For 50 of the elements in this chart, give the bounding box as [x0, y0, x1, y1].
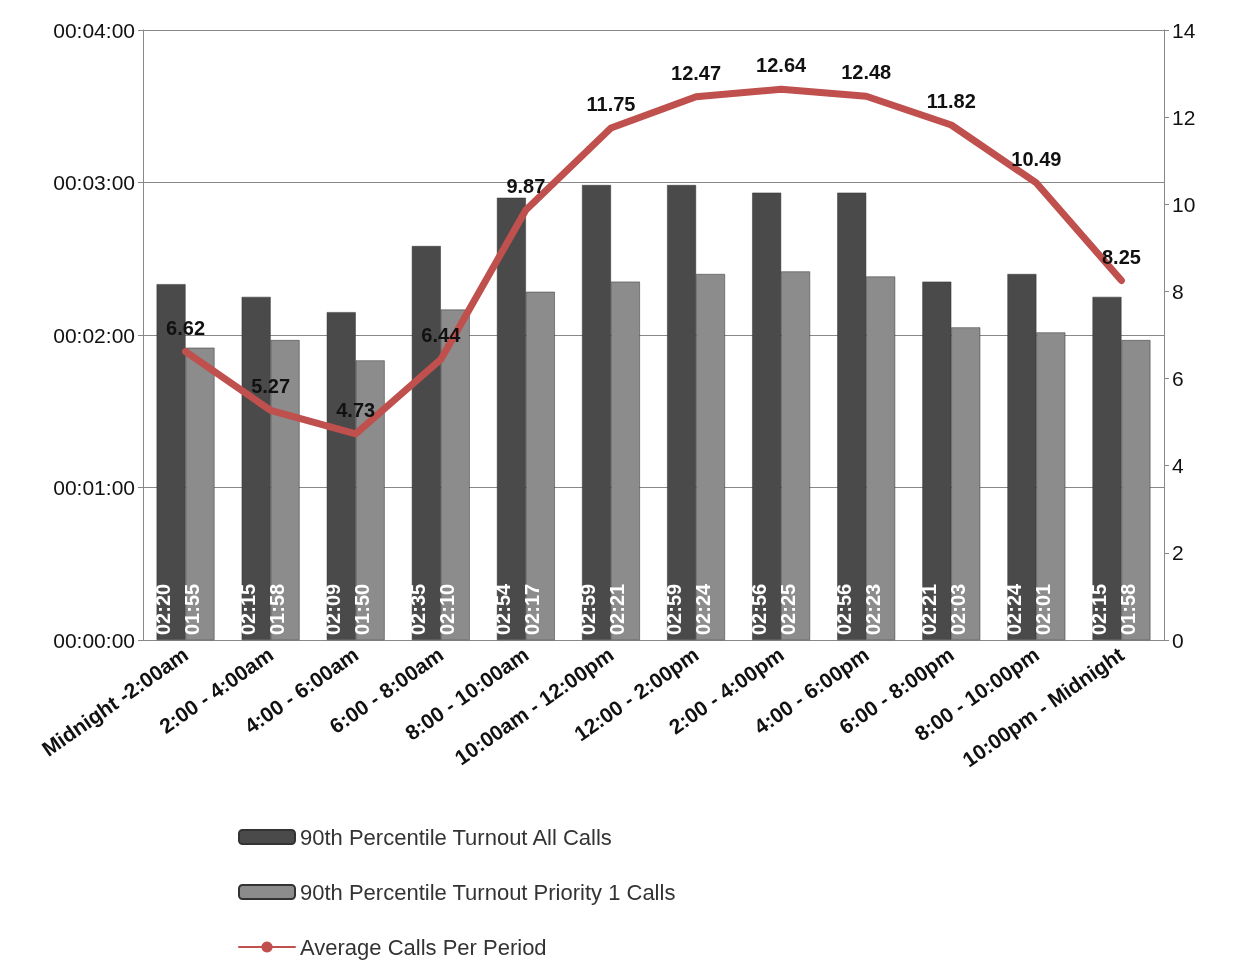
data-label: 01:50 [351, 583, 374, 635]
y2-tick-label: 4 [1172, 454, 1184, 478]
y2-tick-label: 6 [1172, 367, 1184, 391]
data-label: 02:20 [152, 583, 175, 635]
y-tick-label: 00:01:00 [53, 476, 135, 499]
legend-label: Average Calls Per Period [300, 934, 547, 960]
y2-tick-label: 2 [1172, 541, 1184, 565]
y-tick-label: 00:03:00 [53, 171, 135, 194]
data-label: 6.62 [166, 316, 206, 339]
data-label: 11.75 [586, 93, 636, 116]
data-label: 01:58 [266, 583, 289, 635]
data-label: 02:03 [946, 583, 969, 635]
y2-tick-label: 0 [1172, 628, 1184, 652]
data-label: 9.87 [506, 174, 546, 197]
data-label: 02:35 [407, 583, 430, 635]
y-tick-label: 00:04:00 [53, 18, 135, 42]
y2-tick-label: 12 [1172, 105, 1196, 129]
data-label: 02:21 [917, 583, 940, 635]
data-label: 02:15 [237, 583, 260, 635]
data-label: 02:23 [861, 583, 884, 635]
data-label: 12.47 [671, 61, 722, 84]
data-label: 02:56 [747, 583, 770, 635]
data-label: 12.64 [756, 54, 808, 77]
data-label: 02:25 [776, 583, 799, 635]
data-label: 5.27 [251, 375, 291, 398]
data-label: 02:10 [436, 583, 459, 635]
data-label: 01:55 [181, 583, 204, 635]
data-label: 10.49 [1011, 147, 1062, 170]
data-label: 12.48 [841, 61, 892, 84]
data-label: 02:21 [606, 583, 629, 635]
data-label: 02:01 [1031, 583, 1054, 635]
data-label: 02:54 [492, 582, 515, 635]
data-label: 02:24 [691, 582, 714, 635]
data-label: 02:17 [521, 583, 544, 635]
y2-tick-label: 8 [1172, 279, 1184, 303]
y2-tick-label: 10 [1172, 192, 1196, 216]
data-label: 01:58 [1116, 583, 1139, 635]
legend-label: 90th Percentile Turnout Priority 1 Calls [300, 879, 676, 905]
data-label: 02:09 [322, 583, 345, 635]
data-label: 02:56 [832, 583, 855, 635]
data-label: 02:15 [1087, 583, 1110, 635]
data-label: 11.82 [926, 89, 976, 112]
legend-label: 90th Percentile Turnout All Calls [300, 824, 612, 850]
y2-tick-label: 14 [1172, 18, 1196, 42]
data-label: 02:24 [1002, 582, 1025, 635]
data-label: 8.25 [1101, 245, 1141, 268]
data-label: 02:59 [577, 583, 600, 635]
data-label: 02:59 [662, 583, 685, 635]
y-tick-label: 00:00:00 [53, 628, 135, 652]
y-tick-label: 00:02:00 [53, 323, 135, 347]
